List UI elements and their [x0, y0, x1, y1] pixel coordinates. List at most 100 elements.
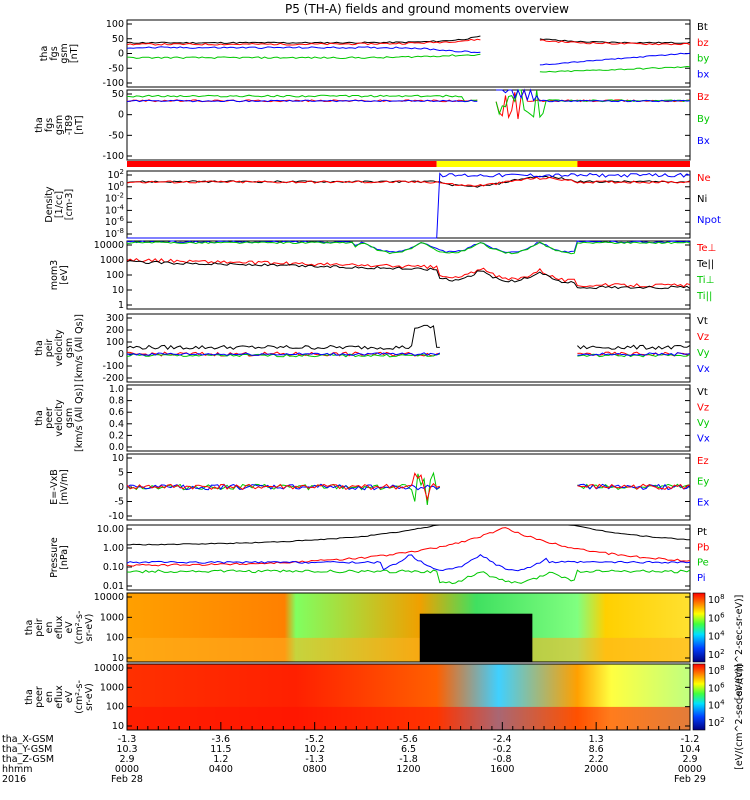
- trace-Ni: [126, 175, 691, 188]
- legend-Vz: Vz: [697, 403, 709, 414]
- ytick-label: 10000: [94, 592, 124, 603]
- trace-Bx-seg1: [496, 88, 691, 103]
- trace-bz-seg1: [539, 39, 691, 46]
- panel-frame: [126, 19, 691, 88]
- ephemeris-value: -0.8: [493, 754, 512, 765]
- ylabel: thapeerenefluxeV(cm²-s-sr-eV): [24, 680, 95, 714]
- ephemeris-value: 2000: [584, 764, 608, 775]
- legend-Ex: Ex: [697, 497, 709, 508]
- ephemeris-value: -5.2: [305, 734, 324, 745]
- ephemeris-value: 2.2: [589, 754, 604, 765]
- panel-10: 108 106 104 102 [eV/(cm^2-sec-sr-eV)] 10000 10…: [24, 663, 745, 770]
- colorbar: [692, 592, 706, 663]
- ephemeris-value: -1.2: [681, 734, 700, 745]
- ephemeris-value: 10.2: [304, 744, 325, 755]
- spectrogram-band: [127, 706, 690, 730]
- trace-Vx-seg1: [577, 352, 691, 357]
- colorbar-tick-label: 102: [708, 716, 725, 729]
- trace-Te-perp: [126, 257, 691, 288]
- trace-Vx: [126, 352, 441, 356]
- ytick-label: 100: [106, 19, 124, 30]
- legend-bz: bz: [697, 38, 709, 49]
- legend-Ti||: Ti||: [696, 291, 712, 302]
- trace-Vt-seg1: [577, 344, 691, 350]
- legend-By: By: [697, 114, 710, 125]
- trace-bx: [126, 46, 481, 54]
- ytick-label: -100: [102, 151, 124, 162]
- ephemeris-value: -1.3: [305, 754, 324, 765]
- ytick-label: 100: [106, 633, 124, 644]
- trace-Te-par: [126, 260, 691, 290]
- ephemeris-value: 1.2: [213, 754, 228, 765]
- trace-Ez-seg1: [577, 483, 691, 490]
- ylabel: thafgsgsm[nT]: [39, 43, 80, 63]
- legend-Te⊥: Te⊥: [696, 243, 716, 254]
- ytick-label: 50: [112, 34, 124, 45]
- ephemeris-value: -1.3: [118, 734, 137, 745]
- ytick-label: -10: [108, 511, 124, 522]
- colorbar-tick-label: 108: [708, 664, 725, 677]
- ylabel: thapeervelocitygsm[km/s (All Qs)]: [34, 384, 85, 452]
- ephemeris-value: 1.3: [589, 734, 604, 745]
- ytick-label: 50: [112, 89, 124, 100]
- legend-Vy: Vy: [697, 348, 710, 359]
- ylabel: E=-VxB[mV/m]: [49, 469, 70, 505]
- panel-8: 10.00 1.00 0.10 0.01 Pressure[nPa] Pt Pb Pe Pi: [49, 524, 709, 592]
- ephemeris-value: Feb 29: [674, 774, 706, 785]
- colorbar-label: [eV/(cm^2-sec-sr-eV)]: [734, 664, 745, 770]
- ephemeris-value: 0000: [678, 764, 702, 775]
- legend-by: by: [697, 54, 709, 65]
- panel-7: 10 5 0 -5 -10 E=-VxB[mV/m] Ez Ey Ex: [49, 453, 709, 522]
- legend-Vt: Vt: [697, 316, 708, 327]
- colorbar-tick-label: 106: [708, 611, 725, 624]
- ytick-label: 1000: [100, 255, 124, 266]
- spectrogram-band: [127, 637, 690, 662]
- trace-Pi: [126, 554, 691, 572]
- ylabel: Pressure[nPa]: [49, 537, 70, 578]
- ephemeris-value: 1200: [396, 764, 420, 775]
- ephemeris-value: 0000: [115, 764, 139, 775]
- ephemeris-value: 11.5: [210, 744, 231, 755]
- ytick-label: 0: [118, 110, 124, 121]
- panel-frame: [126, 313, 691, 383]
- legend-Vt: Vt: [697, 387, 708, 398]
- ytick-label: 1000: [100, 612, 124, 623]
- legend-Bt: Bt: [697, 22, 708, 33]
- trace-Pb: [126, 527, 691, 567]
- ephemeris-axis: tha_X-GSM -1.3 -3.6 -5.2 -5.6 -2.4 1.3 -1.2 tha_…: [2, 722, 706, 785]
- legend-Bx: Bx: [697, 136, 710, 147]
- ephemeris-value: 1600: [490, 764, 514, 775]
- ytick-label: 100: [106, 337, 124, 348]
- legend-Pb: Pb: [697, 542, 709, 553]
- status-bar-red: [127, 161, 437, 167]
- legend-Vy: Vy: [697, 418, 710, 429]
- ytick-label: 0.4: [109, 419, 124, 430]
- legend-Vz: Vz: [697, 332, 709, 343]
- ephemeris-value: 0400: [209, 764, 233, 775]
- ytick-label: 1.0: [109, 384, 124, 395]
- colorbar-tick-label: 104: [708, 699, 725, 712]
- status-bar-yellow: [436, 161, 578, 167]
- trace-bz: [126, 38, 481, 46]
- ephemeris-value: 10.4: [679, 744, 700, 755]
- legend-Pe: Pe: [697, 558, 709, 569]
- ytick-label: 10: [112, 453, 124, 464]
- ylabel: Density[1/cc][cm-3]: [44, 186, 75, 222]
- ytick-label: 0.01: [103, 581, 124, 592]
- legend-Npot: Npot: [697, 215, 721, 226]
- ephemeris-value: 0800: [303, 764, 327, 775]
- legend-Ni: Ni: [697, 194, 707, 205]
- colorbar-tick-label: 108: [708, 593, 725, 606]
- ephemeris-value: 10.3: [116, 744, 137, 755]
- panel-2: 50 0 -50 -100 thafgsgsm-T89[nT] Bz By Bx: [34, 88, 710, 162]
- ephemeris-value: 2.9: [682, 754, 697, 765]
- panel-frame: [126, 592, 691, 663]
- legend-Pi: Pi: [697, 573, 706, 584]
- ephemeris-value: -5.6: [399, 734, 418, 745]
- colorbar-label: [eV/(cm^2-sec-sr-eV)]: [734, 595, 745, 701]
- ytick-label: 0.10: [103, 562, 124, 573]
- panels: 100500-50-100thafgsgsm[nT]Btbzbybx500-50…: [24, 19, 745, 770]
- ylabel: thapeirvelocitygsm[km/s (All Qs)]: [34, 314, 85, 382]
- ytick-label: 10000: [94, 240, 124, 251]
